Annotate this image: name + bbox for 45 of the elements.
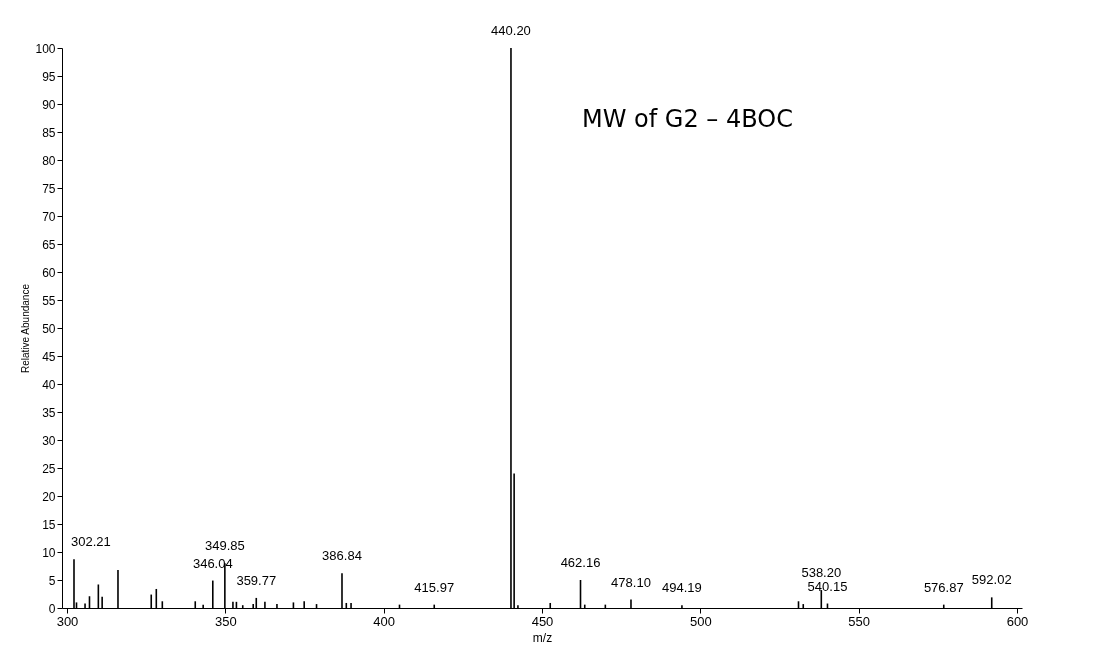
y-tick-label: 50 <box>42 321 56 336</box>
annotation: 592.02 <box>971 572 1012 588</box>
y-tick-label: 25 <box>42 461 56 476</box>
annotation: 440.20 <box>491 23 531 38</box>
annotation: 302.21 <box>71 534 111 550</box>
annotation: 359.77 <box>236 572 277 588</box>
annotation: 576.87 <box>923 579 964 595</box>
annotation: MW of G2 – 4BOC <box>582 105 793 133</box>
y-tick-label: 75 <box>42 181 56 196</box>
y-tick-label: 40 <box>42 377 56 392</box>
annotation: 346.04 <box>192 555 233 571</box>
x-tick-label: 450 <box>531 613 554 629</box>
y-tick-label: 15 <box>42 517 56 532</box>
y-tick-label: 85 <box>42 125 56 140</box>
x-tick-label: 600 <box>1006 613 1029 629</box>
y-tick-label: 70 <box>42 209 56 224</box>
annotation: 494.19 <box>662 580 702 596</box>
y-tick-label: 100 <box>35 41 56 56</box>
annotation: 415.97 <box>414 579 455 595</box>
y-tick-label: 80 <box>42 153 56 168</box>
y-tick-label: 55 <box>42 293 56 308</box>
y-axis-title: Relative Abundance <box>20 283 32 373</box>
y-tick-label: 95 <box>42 69 56 84</box>
y-tick-label: 0 <box>48 601 56 616</box>
y-tick-label: 90 <box>42 97 56 112</box>
y-tick-label: 10 <box>42 545 56 560</box>
annotation: 538.20 <box>801 565 842 581</box>
annotation: 462.16 <box>560 555 601 570</box>
y-tick-label: 35 <box>42 405 56 420</box>
x-axis-title: m/z <box>532 630 553 645</box>
x-tick-label: 400 <box>373 613 396 629</box>
y-tick-label: 45 <box>42 349 56 364</box>
y-tick-label: 30 <box>42 433 56 448</box>
annotation: 386.84 <box>322 548 362 564</box>
x-tick-label: 350 <box>214 613 237 629</box>
annotation: 478.10 <box>611 574 651 590</box>
x-tick-label: 300 <box>56 613 79 629</box>
x-tick-label: 500 <box>689 613 712 629</box>
y-tick-label: 65 <box>42 237 56 252</box>
x-tick-label: 550 <box>848 613 871 629</box>
y-tick-label: 20 <box>42 489 56 504</box>
annotation: 540.15 <box>807 578 848 594</box>
y-tick-label: 60 <box>42 265 56 280</box>
annotation: 349.85 <box>204 538 245 554</box>
y-tick-label: 5 <box>48 573 56 588</box>
